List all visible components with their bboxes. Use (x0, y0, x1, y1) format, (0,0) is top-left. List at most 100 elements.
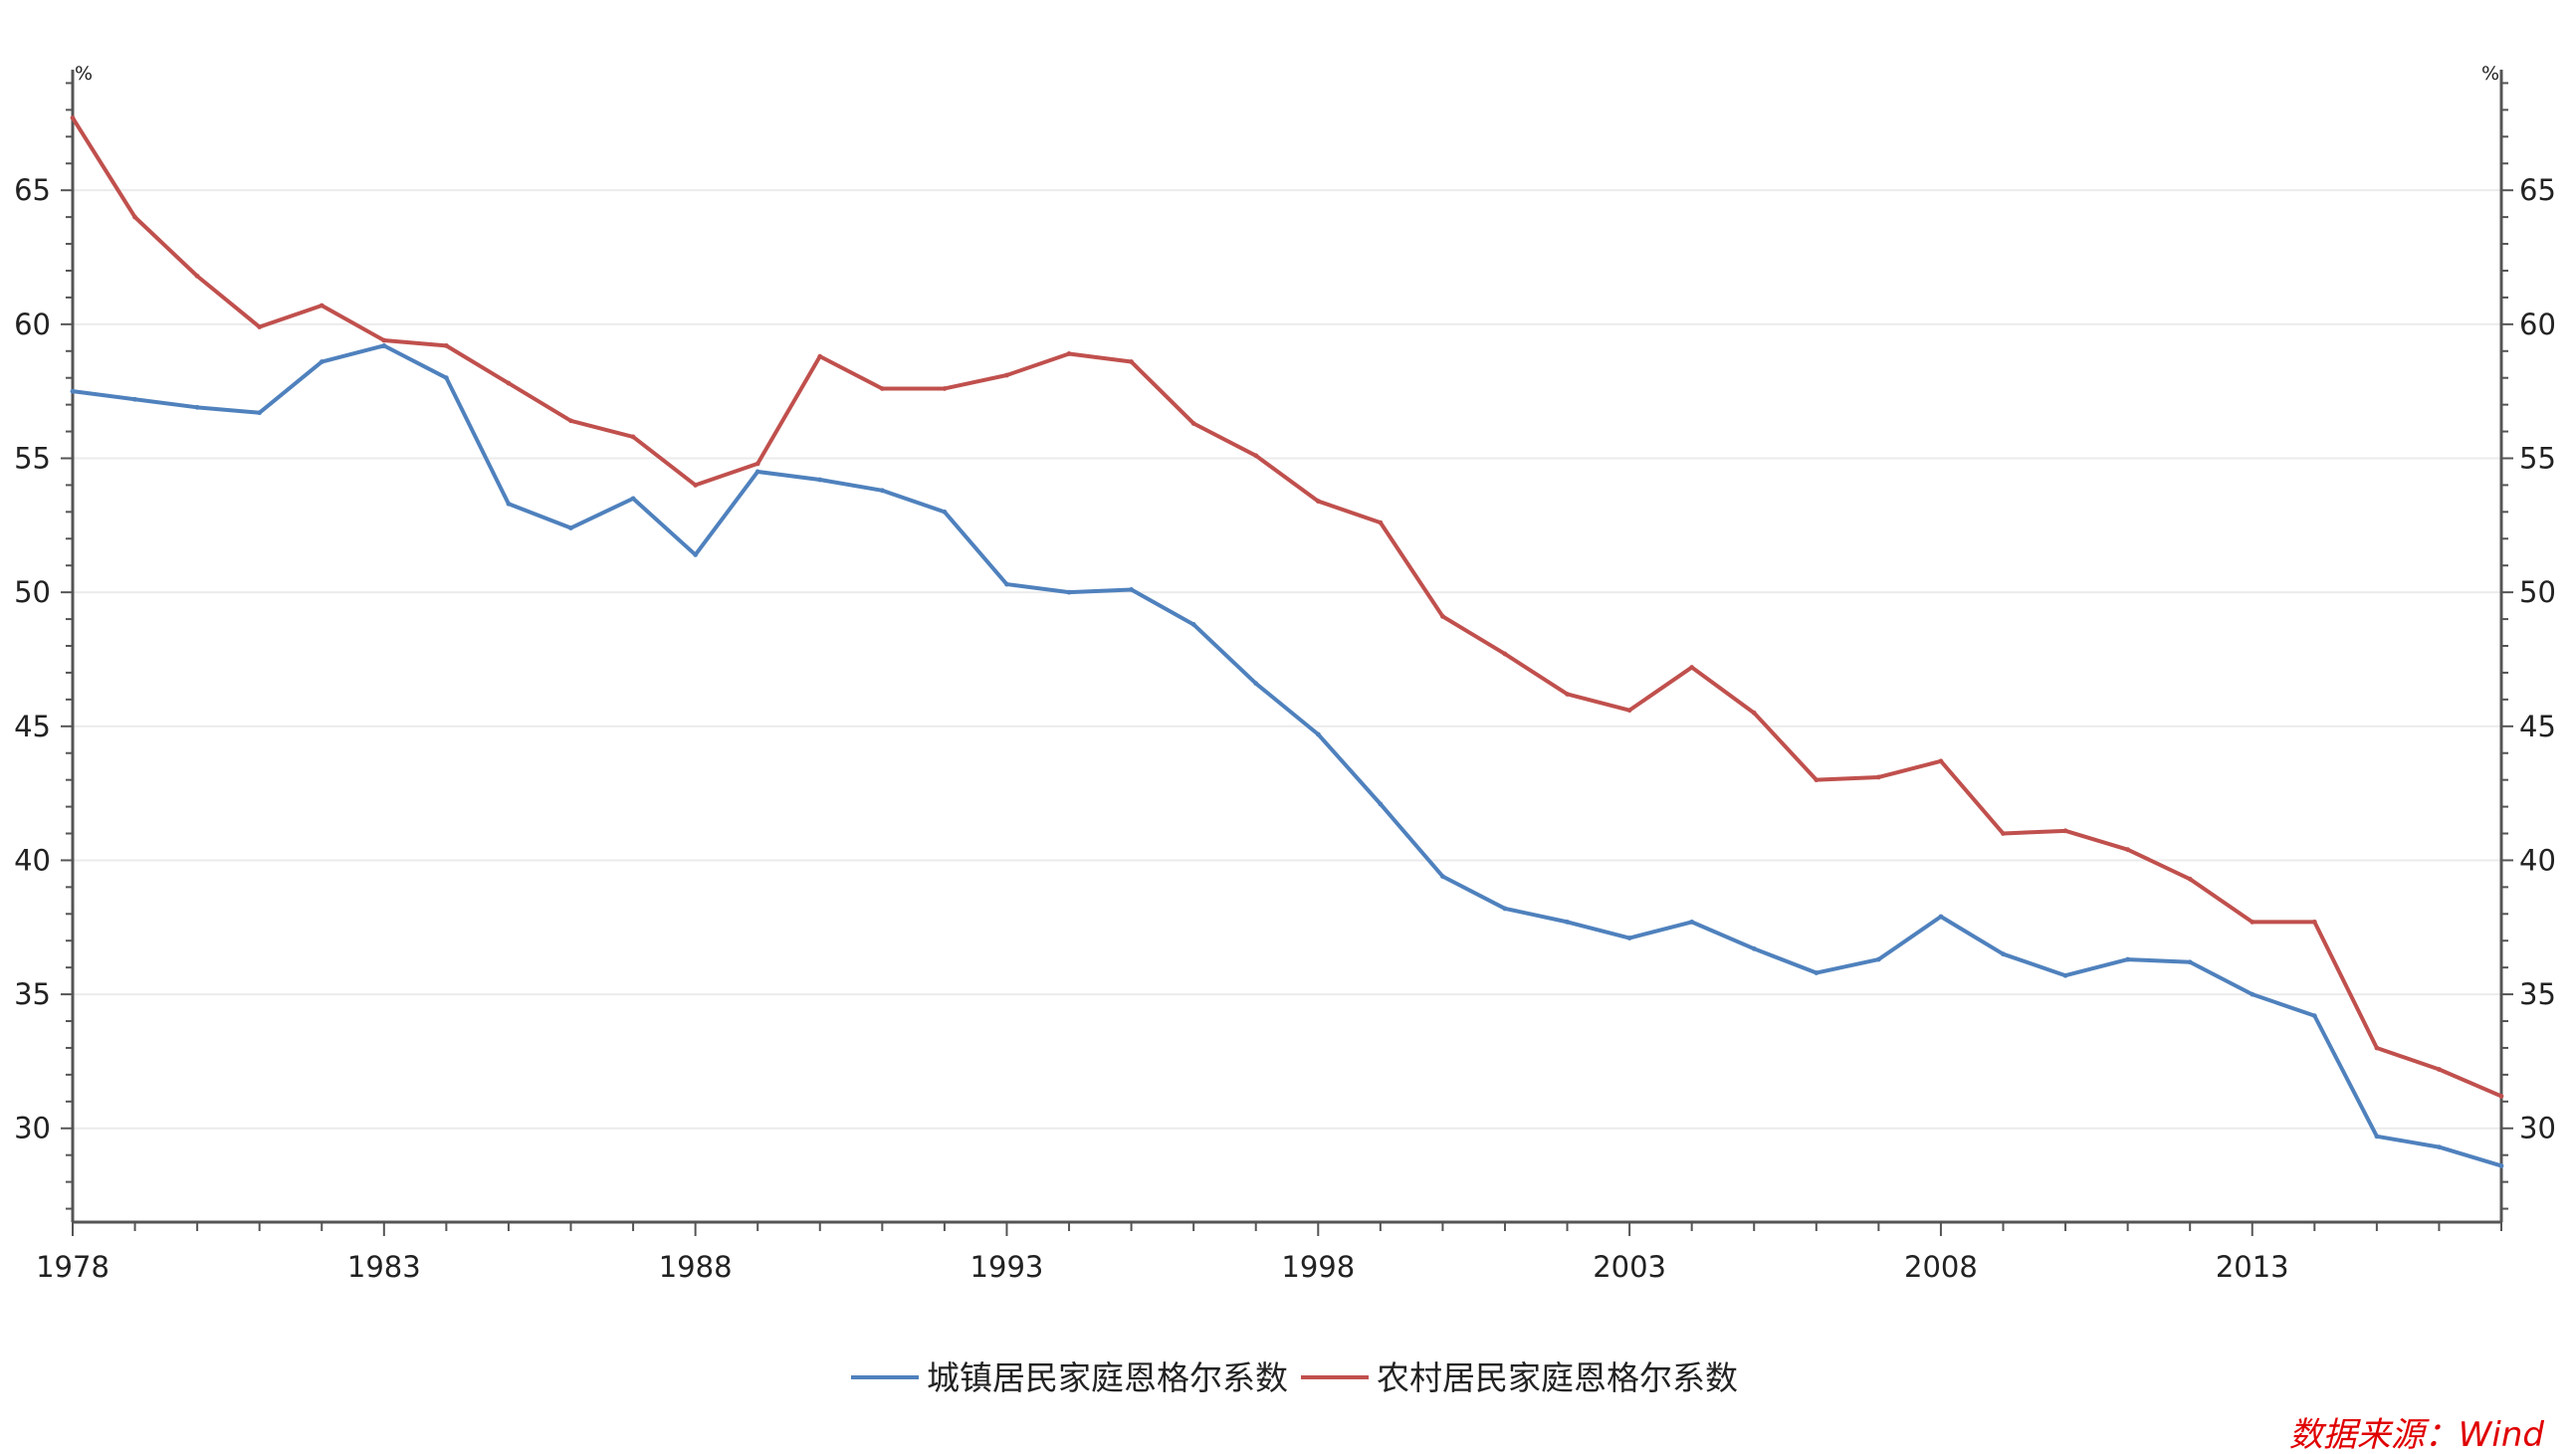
legend-label-1: 农村居民家庭恩格尔系数 (1377, 1358, 1738, 1397)
data-point-0-1993 (1004, 581, 1009, 587)
grid-lines (73, 189, 2501, 1130)
y-tick-label-right-40: 40 (2519, 843, 2556, 877)
data-point-0-2006 (1814, 970, 1820, 975)
right-axis-unit: % (2481, 63, 2499, 85)
data-point-1-1982 (319, 303, 324, 309)
data-point-0-2008 (1938, 914, 1944, 920)
data-point-1-1989 (754, 461, 760, 467)
x-tick-label-1998: 1998 (1281, 1250, 1355, 1284)
data-point-1-1996 (1190, 421, 1196, 426)
data-point-1-1987 (630, 434, 636, 440)
y-tick-label-right-30: 30 (2519, 1112, 2556, 1145)
data-point-1-2006 (1814, 777, 1820, 783)
data-point-0-1981 (257, 410, 263, 416)
data-point-0-2012 (2187, 959, 2193, 965)
data-point-0-2000 (1440, 874, 1445, 879)
y-tick-label-left-55: 55 (14, 441, 51, 475)
data-point-1-1985 (506, 380, 512, 386)
y-tick-label-right-65: 65 (2519, 173, 2556, 207)
data-point-1-2000 (1440, 613, 1445, 619)
data-point-0-1982 (319, 359, 324, 364)
y-tick-label-left-65: 65 (14, 173, 51, 207)
data-point-0-2009 (2001, 951, 2006, 957)
data-point-0-1999 (1378, 801, 1384, 807)
series-line-0 (72, 343, 2502, 1168)
x-tick-label-2008: 2008 (1904, 1250, 1978, 1284)
data-point-0-2003 (1626, 935, 1632, 940)
y-tick-label-left-45: 45 (14, 710, 51, 743)
data-point-1-2014 (2311, 919, 2317, 925)
y-tick-label-right-45: 45 (2519, 710, 2556, 743)
data-point-1-1991 (879, 386, 885, 391)
x-tick-label-2013: 2013 (2216, 1250, 2289, 1284)
data-point-1-1981 (257, 324, 263, 329)
data-point-1-1998 (1315, 499, 1321, 504)
data-point-1-2016 (2437, 1067, 2442, 1072)
data-point-0-1983 (381, 342, 387, 348)
y-tick-label-left-35: 35 (14, 977, 51, 1011)
data-point-0-2014 (2311, 1013, 2317, 1019)
axis-ticks: 30 30 35 35 40 40 45 45 50 50 55 55 60 60 65 65 1978 1983… (14, 82, 2556, 1284)
data-point-1-1990 (817, 353, 823, 359)
legend: 城镇居民家庭恩格尔系数 农村居民家庭恩格尔系数 (851, 1358, 1738, 1397)
data-point-0-2005 (1751, 945, 1757, 951)
data-point-1-2008 (1938, 758, 1944, 764)
legend-label-0: 城镇居民家庭恩格尔系数 (927, 1358, 1288, 1397)
data-point-0-2007 (1875, 956, 1881, 962)
data-point-0-1991 (879, 488, 885, 494)
y-tick-label-left-30: 30 (14, 1112, 51, 1145)
data-point-1-2007 (1875, 774, 1881, 780)
x-tick-label-1993: 1993 (970, 1250, 1044, 1284)
data-point-0-2013 (2250, 991, 2255, 997)
data-point-1-2004 (1689, 665, 1695, 670)
data-point-1-2013 (2250, 919, 2255, 925)
data-point-0-1978 (70, 388, 76, 394)
data-point-0-1987 (630, 496, 636, 502)
data-point-1-1984 (443, 342, 449, 348)
data-point-1-2001 (1502, 651, 1508, 657)
data-point-0-1994 (1066, 589, 1072, 595)
source-note: 数据来源：Wind (2289, 1415, 2545, 1454)
data-point-1-2012 (2187, 876, 2193, 882)
data-point-0-1980 (194, 404, 200, 410)
data-point-0-2010 (2062, 972, 2068, 978)
data-point-0-2015 (2374, 1134, 2380, 1140)
data-point-0-1997 (1253, 681, 1259, 687)
data-point-1-1983 (381, 337, 387, 343)
data-point-0-2016 (2437, 1144, 2442, 1149)
y-tick-label-left-60: 60 (14, 308, 51, 341)
data-point-0-1988 (693, 552, 699, 557)
data-point-1-1978 (70, 115, 76, 120)
data-point-0-1985 (506, 501, 512, 507)
x-tick-label-1988: 1988 (659, 1250, 733, 1284)
data-point-1-1997 (1253, 453, 1259, 459)
x-tick-label-2003: 2003 (1593, 1250, 1666, 1284)
y-tick-label-right-35: 35 (2519, 977, 2556, 1011)
data-point-1-2005 (1751, 710, 1757, 716)
data-point-0-1979 (132, 396, 137, 402)
data-point-1-1994 (1066, 351, 1072, 356)
data-point-1-1988 (693, 483, 699, 488)
series-line-1 (71, 116, 2502, 1099)
data-point-1-2009 (2001, 831, 2006, 836)
y-tick-label-right-60: 60 (2519, 308, 2556, 341)
data-point-1-1980 (194, 273, 200, 279)
x-tick-label-1978: 1978 (36, 1250, 109, 1284)
data-point-0-1998 (1315, 731, 1321, 737)
data-point-0-1995 (1129, 587, 1134, 592)
data-point-0-1989 (754, 469, 760, 475)
data-point-0-2011 (2125, 956, 2131, 962)
data-point-1-1995 (1129, 359, 1134, 364)
data-point-1-1979 (132, 214, 137, 220)
data-point-0-2001 (1502, 906, 1508, 912)
data-point-1-1999 (1378, 519, 1384, 525)
data-point-0-2004 (1689, 919, 1695, 925)
data-point-1-1993 (1004, 372, 1009, 378)
left-axis-unit: % (75, 63, 93, 85)
data-point-0-1992 (942, 509, 948, 515)
data-point-0-2017 (2498, 1163, 2504, 1168)
y-tick-label-left-50: 50 (14, 575, 51, 609)
data-point-1-2017 (2498, 1094, 2504, 1099)
data-point-1-2010 (2062, 828, 2068, 834)
